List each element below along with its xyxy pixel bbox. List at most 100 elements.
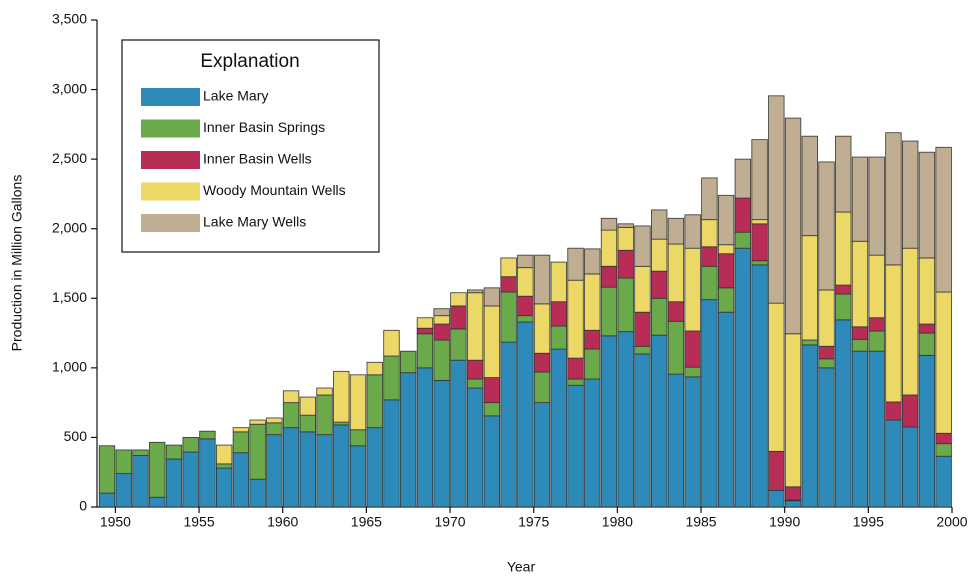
x-tick-label: 1985 xyxy=(685,514,716,530)
bar-segment xyxy=(149,441,166,498)
bar-segment xyxy=(634,225,651,267)
x-tick-label: 1960 xyxy=(267,514,298,530)
bar-segment xyxy=(466,292,484,361)
bar-segment xyxy=(751,260,768,266)
bar-segment xyxy=(433,323,450,341)
bar-segment xyxy=(483,305,501,378)
legend-swatch xyxy=(141,151,200,169)
bar-segment xyxy=(249,478,266,508)
legend-swatch xyxy=(141,88,200,106)
bar-segment xyxy=(868,254,885,319)
bar-segment xyxy=(366,361,383,376)
bar-segment xyxy=(667,243,685,303)
bar-segment xyxy=(466,378,484,389)
bar-segment xyxy=(132,455,149,508)
bar-segment xyxy=(299,431,316,508)
bar-segment xyxy=(584,348,601,380)
y-tick-label: 2,500 xyxy=(52,150,87,166)
bar-segment xyxy=(701,177,718,221)
bar-segment xyxy=(784,500,802,508)
bar-segment xyxy=(249,419,266,425)
bar-segment xyxy=(266,422,283,436)
bar-segment xyxy=(98,492,116,508)
bar-segment xyxy=(416,367,434,508)
bar-segment xyxy=(701,246,718,267)
bar-segment xyxy=(550,261,567,303)
bar-segment xyxy=(784,117,802,335)
bar-segment xyxy=(567,247,584,281)
bar-segment xyxy=(517,315,534,323)
bar-segment xyxy=(684,247,701,332)
bar-segment xyxy=(634,311,651,347)
bar-segment xyxy=(885,132,902,266)
bar-segment xyxy=(232,431,250,454)
bar-segment xyxy=(902,247,919,396)
bar-segment xyxy=(617,277,634,333)
bar-segment xyxy=(918,257,936,325)
bar-segment xyxy=(584,248,601,275)
bar-segment xyxy=(717,311,735,508)
bar-segment xyxy=(299,414,316,433)
bar-segment xyxy=(215,444,233,465)
bar-segment xyxy=(584,329,601,350)
bar-segment xyxy=(801,235,818,341)
bar-segment xyxy=(132,449,149,456)
bar-segment xyxy=(835,319,852,508)
bar-segment xyxy=(717,244,735,255)
bar-segment xyxy=(316,394,333,436)
bar-segment xyxy=(533,371,551,404)
x-tick-label: 1950 xyxy=(100,514,131,530)
bar-segment xyxy=(483,415,501,508)
y-tick-label: 3,500 xyxy=(52,11,87,27)
bar-segment xyxy=(784,486,802,501)
bar-segment xyxy=(500,276,517,293)
bar-segment xyxy=(232,427,250,433)
bar-segment xyxy=(483,287,501,307)
bar-segment xyxy=(617,249,634,279)
bar-segment xyxy=(734,247,752,508)
bar-segment xyxy=(717,194,735,246)
bar-segment xyxy=(734,231,752,249)
bar-segment xyxy=(316,387,333,396)
bar-segment xyxy=(282,427,300,508)
bar-segment xyxy=(98,445,116,494)
bar-segment xyxy=(868,350,885,508)
bar-segment xyxy=(751,219,768,225)
bar-segment xyxy=(701,299,718,508)
bar-segment xyxy=(885,419,902,508)
bar-segment xyxy=(717,253,735,289)
bar-segment xyxy=(935,291,952,434)
y-tick-label: 3,000 xyxy=(52,80,87,96)
bar-segment xyxy=(500,341,517,508)
bar-segment xyxy=(868,330,885,352)
legend-title: Explanation xyxy=(200,51,299,72)
bar-segment xyxy=(851,338,869,352)
bar-segment xyxy=(333,424,350,508)
bar-segment xyxy=(918,151,936,259)
bar-segment xyxy=(349,429,367,447)
bar-segment xyxy=(651,334,668,508)
x-tick-label: 1955 xyxy=(183,514,214,530)
bar-segment xyxy=(333,370,350,423)
bar-segment xyxy=(450,328,467,361)
bar-segment xyxy=(651,209,668,240)
bar-segment xyxy=(533,303,551,354)
bar-segment xyxy=(333,421,350,426)
legend-label: Lake Mary Wells xyxy=(203,214,306,230)
bar-segment xyxy=(734,158,752,199)
bar-segment xyxy=(517,321,534,508)
bar-segment xyxy=(684,330,701,368)
bar-segment xyxy=(918,332,936,356)
bar-segment xyxy=(801,135,818,237)
x-tick-label: 1990 xyxy=(769,514,800,530)
bar-segment xyxy=(835,293,852,321)
bar-segment xyxy=(617,331,634,508)
legend: Explanation Lake Mary Inner Basin Springs… xyxy=(121,39,380,253)
bar-segment xyxy=(667,301,685,322)
legend-label: Lake Mary xyxy=(203,88,268,104)
bar-segment xyxy=(450,305,467,330)
bar-segment xyxy=(801,344,818,508)
bar-segment xyxy=(400,372,417,508)
bar-segment xyxy=(433,339,450,381)
bar-segment xyxy=(567,384,584,508)
